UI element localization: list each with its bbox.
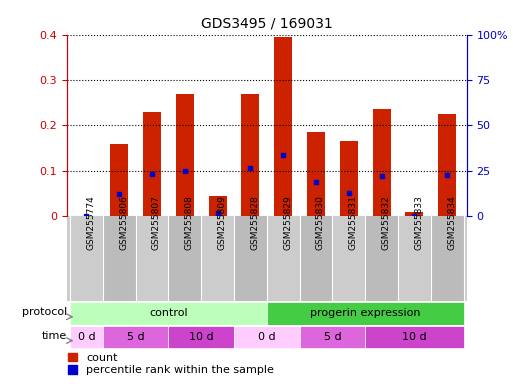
Text: GSM255830: GSM255830 xyxy=(316,195,325,250)
Bar xyxy=(143,112,161,216)
Text: 0 d: 0 d xyxy=(258,332,275,342)
Text: 10 d: 10 d xyxy=(402,332,427,342)
Bar xyxy=(234,216,267,301)
Text: 5 d: 5 d xyxy=(127,332,144,342)
Bar xyxy=(398,216,431,301)
Bar xyxy=(438,114,456,216)
Bar xyxy=(267,216,300,301)
Text: GSM255832: GSM255832 xyxy=(382,195,390,250)
Bar xyxy=(201,216,234,301)
FancyBboxPatch shape xyxy=(103,326,168,348)
Bar xyxy=(431,216,464,301)
Text: control: control xyxy=(149,308,188,318)
Text: 5 d: 5 d xyxy=(324,332,341,342)
Bar xyxy=(135,216,168,301)
Bar xyxy=(405,212,423,216)
FancyBboxPatch shape xyxy=(365,326,464,348)
Text: GSM255828: GSM255828 xyxy=(250,195,260,250)
Text: GSM255774: GSM255774 xyxy=(86,195,95,250)
Text: GSM255834: GSM255834 xyxy=(447,195,456,250)
Text: 10 d: 10 d xyxy=(189,332,213,342)
FancyBboxPatch shape xyxy=(70,326,103,348)
Text: GSM255806: GSM255806 xyxy=(119,195,128,250)
Bar xyxy=(274,37,292,216)
Text: GSM255807: GSM255807 xyxy=(152,195,161,250)
Text: GSM255829: GSM255829 xyxy=(283,195,292,250)
Text: GSM255809: GSM255809 xyxy=(218,195,227,250)
Text: protocol: protocol xyxy=(22,307,67,317)
Bar xyxy=(176,94,194,216)
Bar xyxy=(110,144,128,216)
Text: GSM255831: GSM255831 xyxy=(349,195,358,250)
Text: progerin expression: progerin expression xyxy=(310,308,421,318)
FancyBboxPatch shape xyxy=(168,326,234,348)
Text: 0 d: 0 d xyxy=(77,332,95,342)
Legend: count, percentile rank within the sample: count, percentile rank within the sample xyxy=(68,353,274,376)
Bar xyxy=(365,216,398,301)
Bar xyxy=(300,216,332,301)
Text: GSM255833: GSM255833 xyxy=(415,195,423,250)
FancyBboxPatch shape xyxy=(267,302,464,324)
Text: GSM255808: GSM255808 xyxy=(185,195,194,250)
Bar xyxy=(372,109,390,216)
Bar xyxy=(168,216,201,301)
Bar xyxy=(332,216,365,301)
Bar xyxy=(103,216,135,301)
Bar xyxy=(70,216,103,301)
Bar xyxy=(209,196,227,216)
Title: GDS3495 / 169031: GDS3495 / 169031 xyxy=(201,17,332,31)
Bar xyxy=(241,94,260,216)
Bar xyxy=(340,141,358,216)
FancyBboxPatch shape xyxy=(300,326,365,348)
FancyBboxPatch shape xyxy=(70,302,267,324)
Bar xyxy=(307,132,325,216)
FancyBboxPatch shape xyxy=(234,326,300,348)
Text: time: time xyxy=(42,331,67,341)
